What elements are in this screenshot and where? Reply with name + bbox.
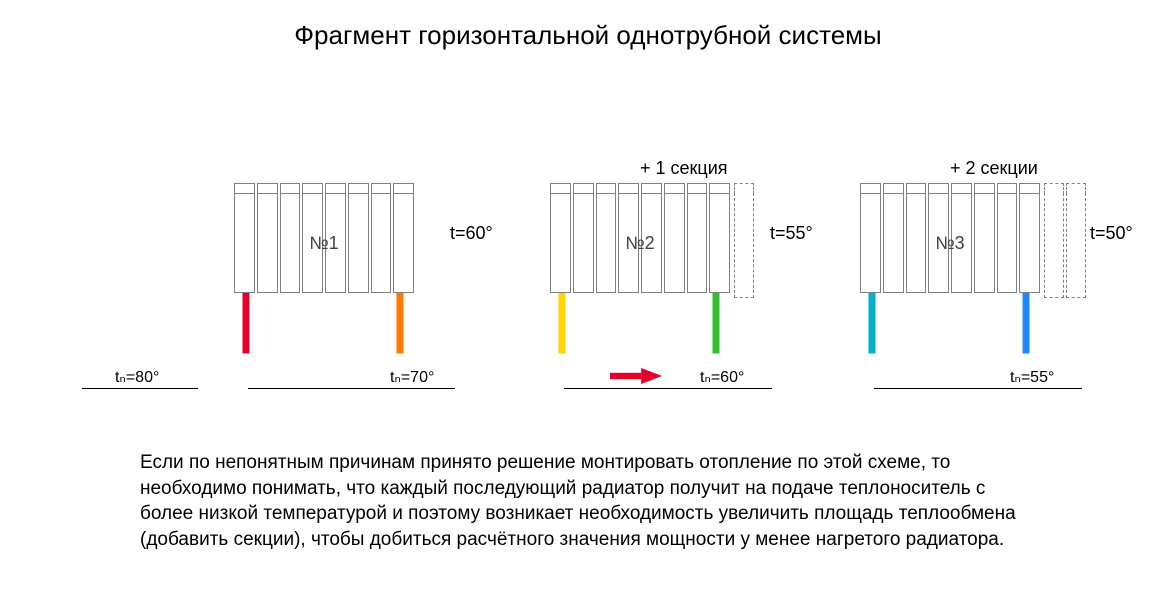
radiator-extra-cap — [734, 183, 754, 194]
radiator-top — [550, 183, 730, 193]
pipe-temperature-underline — [82, 388, 198, 389]
radiator-section — [997, 193, 1018, 293]
radiator-top — [860, 183, 1040, 193]
radiator-extra-top — [1044, 183, 1086, 193]
pipe-temperature-underline — [564, 388, 772, 389]
page: Фрагмент горизонтальной однотрубной сист… — [0, 0, 1176, 605]
radiator-section — [596, 193, 617, 293]
page-title: Фрагмент горизонтальной однотрубной сист… — [0, 20, 1176, 51]
radiator: №2 — [550, 183, 730, 298]
flow-arrow-icon — [610, 368, 662, 384]
outlet-temperature-label: t=60° — [450, 223, 493, 244]
radiator-section — [234, 193, 255, 293]
pipe-temperature-underline — [874, 388, 1082, 389]
radiator-section — [618, 193, 639, 293]
radiator-section — [257, 193, 278, 293]
radiator-section — [664, 193, 685, 293]
radiator-extra-sections — [1044, 193, 1086, 298]
radiator-extra-section — [734, 193, 754, 298]
outlet-temperature-label: t=55° — [770, 223, 813, 244]
radiator-section — [1019, 193, 1040, 293]
pipe-temperature-underline — [248, 388, 455, 389]
radiator-section — [860, 193, 881, 293]
footer-text: Если по непонятным причинам принято реше… — [140, 450, 1040, 553]
outlet-temperature-label: t=50° — [1090, 223, 1133, 244]
radiator-section — [325, 193, 346, 293]
pipe-temperature-label: tₙ=80° — [115, 367, 159, 387]
radiator-body — [234, 193, 414, 293]
radiator-section — [951, 193, 972, 293]
radiator-body — [550, 193, 730, 293]
radiator-extra-top — [734, 183, 754, 193]
pipe-temperature-label: tₙ=70° — [390, 367, 434, 387]
extra-sections-note: + 1 секция — [640, 158, 728, 179]
radiator-top — [234, 183, 414, 193]
radiator: №3 — [860, 183, 1040, 298]
radiator-section — [928, 193, 949, 293]
radiator-section — [974, 193, 995, 293]
heating-diagram: tₙ=80° tₙ=70° tₙ=60° tₙ=55° №1 t=60° №2 + 1 сек… — [0, 95, 1176, 395]
pipe-temperature-label: tₙ=60° — [700, 367, 744, 387]
radiator-body — [860, 193, 1040, 293]
radiator-extra-section — [1066, 193, 1086, 298]
radiator-extra-section — [1044, 193, 1064, 298]
radiator-section — [393, 193, 414, 293]
radiator-extra-cap — [1044, 183, 1064, 194]
radiator-section — [371, 193, 392, 293]
radiator-section — [906, 193, 927, 293]
radiator-section — [641, 193, 662, 293]
extra-sections-note: + 2 секции — [950, 158, 1038, 179]
radiator: №1 — [234, 183, 414, 298]
radiator-section — [280, 193, 301, 293]
radiator-section — [348, 193, 369, 293]
radiator-section — [883, 193, 904, 293]
radiator-section — [302, 193, 323, 293]
radiator-section — [573, 193, 594, 293]
radiator-extra-sections — [734, 193, 754, 298]
radiator-section — [550, 193, 571, 293]
radiator-section — [687, 193, 708, 293]
radiator-extra-cap — [1066, 183, 1086, 194]
radiator-section — [709, 193, 730, 293]
pipe-temperature-label: tₙ=55° — [1010, 367, 1054, 387]
